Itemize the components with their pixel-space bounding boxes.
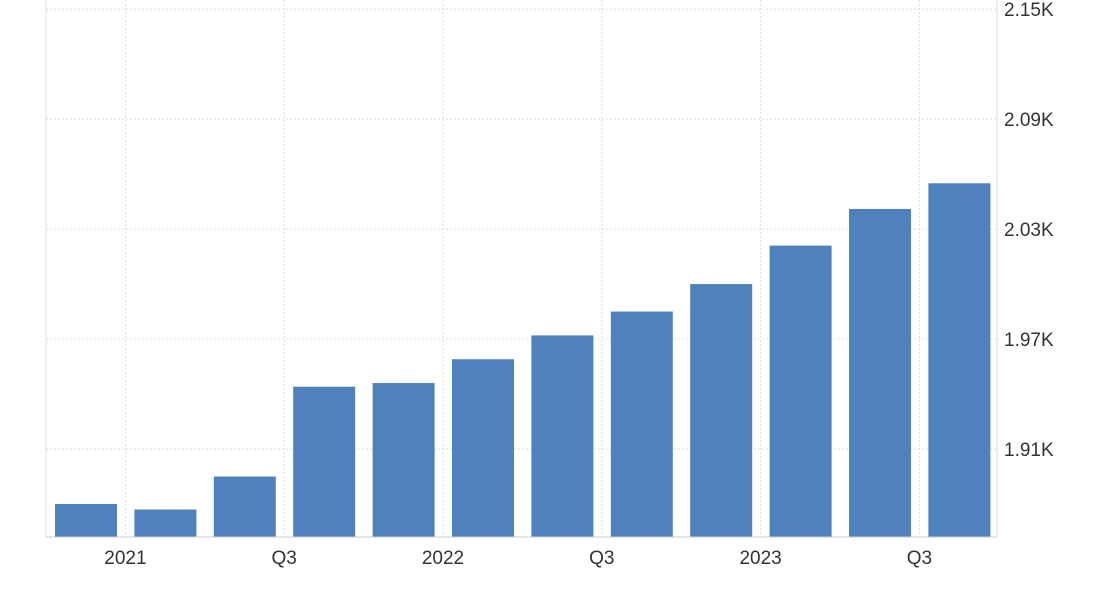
bar: Q2 2023: 2021 bbox=[769, 245, 832, 537]
y-tick-label: 1.97K bbox=[1004, 330, 1054, 351]
x-tick-label: Q3 bbox=[272, 548, 297, 569]
bar: Q2 2021: 1877 bbox=[134, 509, 197, 537]
x-tick-label: Q3 bbox=[589, 548, 614, 569]
x-tick-label: 2022 bbox=[422, 548, 464, 569]
bar: Q3 2021: 1895 bbox=[213, 476, 276, 537]
y-tick-label: 2.09K bbox=[1004, 110, 1054, 131]
grid-lines bbox=[46, 0, 997, 537]
bars: Q1 2021: 1880 Q2 2021: 1877 Q3 2021: 1895 Q… bbox=[55, 183, 991, 538]
bar: Q1 2023: 2000 bbox=[690, 284, 753, 537]
y-tick-label: 2.15K bbox=[1004, 0, 1054, 21]
y-tick-label: 2.03K bbox=[1004, 220, 1054, 241]
x-tick-label: 2021 bbox=[104, 548, 146, 569]
x-tick-label: Q3 bbox=[907, 548, 932, 569]
bar: Q3 2022: 1972 bbox=[531, 335, 594, 537]
bar: Q1 2022: 1946 bbox=[372, 383, 435, 537]
bar: Q2 2022: 1959 bbox=[452, 359, 514, 537]
bar: Q4 2022: 1985 bbox=[610, 311, 673, 537]
axes bbox=[45, 0, 998, 538]
y-tick-labels: 1.91K 1.97K 2.03K 2.09K 2.15K bbox=[1004, 0, 1054, 461]
bar: Q3 2023: 2041 bbox=[849, 208, 911, 537]
y-tick-label: 1.91K bbox=[1004, 440, 1054, 461]
x-tick-labels: 2021 Q3 2022 Q3 2023 Q3 bbox=[104, 548, 932, 569]
bar: Q1 2021: 1880 bbox=[55, 504, 117, 537]
x-tick-label: 2023 bbox=[739, 548, 781, 569]
bar: Q4 2021: 1944 bbox=[293, 386, 356, 537]
bar: Q4 2023: 2055 bbox=[928, 183, 991, 538]
